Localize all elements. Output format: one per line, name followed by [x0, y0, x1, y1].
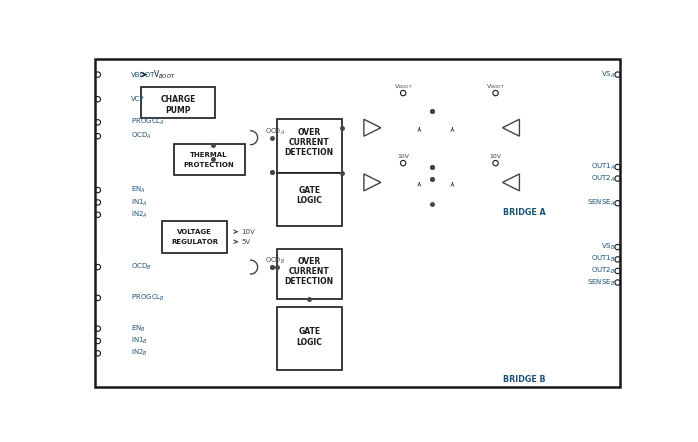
Bar	[277, 173, 341, 225]
Text: GATE: GATE	[298, 186, 320, 194]
Text: EN$_B$: EN$_B$	[131, 324, 145, 334]
Text: CURRENT: CURRENT	[289, 138, 329, 147]
Text: OCD$_B$: OCD$_B$	[265, 256, 285, 266]
Text: V$_{BOOT}$: V$_{BOOT}$	[486, 82, 505, 91]
Text: BRIDGE B: BRIDGE B	[503, 375, 545, 384]
Text: SENSE$_A$: SENSE$_A$	[587, 198, 615, 208]
Text: OVER: OVER	[297, 128, 321, 137]
Text: PROTECTION: PROTECTION	[184, 163, 235, 168]
Text: OVER: OVER	[297, 257, 321, 266]
Text: 5V: 5V	[242, 239, 251, 245]
Bar	[272, 64, 613, 218]
Text: 10V: 10V	[397, 154, 409, 159]
Text: PROGCL$_B$: PROGCL$_B$	[131, 293, 165, 303]
Text: V$_{BOOT}$: V$_{BOOT}$	[153, 69, 176, 81]
Bar	[272, 225, 613, 386]
Text: DETECTION: DETECTION	[285, 148, 334, 157]
Text: V$_{BOOT}$: V$_{BOOT}$	[394, 82, 413, 91]
Text: OUT1$_B$: OUT1$_B$	[591, 254, 615, 264]
Text: VBOOT: VBOOT	[131, 72, 155, 78]
Bar	[174, 144, 244, 175]
Bar	[277, 248, 341, 299]
Text: 10V: 10V	[242, 229, 255, 235]
Text: OCD$_A$: OCD$_A$	[265, 126, 284, 137]
Text: OUT2$_A$: OUT2$_A$	[591, 173, 615, 183]
Text: VOLTAGE: VOLTAGE	[177, 229, 212, 235]
Text: IN1$_B$: IN1$_B$	[131, 336, 147, 346]
Text: THERMAL: THERMAL	[191, 152, 228, 158]
Text: EN$_A$: EN$_A$	[131, 185, 145, 195]
Text: OCD$_B$: OCD$_B$	[131, 262, 151, 272]
Text: OUT2$_B$: OUT2$_B$	[591, 266, 615, 276]
Text: PUMP: PUMP	[165, 106, 191, 114]
Text: VS$_A$: VS$_A$	[600, 69, 615, 80]
Text: OCD$_A$: OCD$_A$	[131, 131, 151, 141]
Bar	[277, 119, 341, 173]
Text: BRIDGE A: BRIDGE A	[503, 208, 545, 217]
Text: REGULATOR: REGULATOR	[171, 240, 218, 245]
Text: VS$_B$: VS$_B$	[600, 242, 615, 252]
Text: 10V: 10V	[489, 154, 502, 159]
Text: OUT1$_A$: OUT1$_A$	[591, 162, 615, 172]
Text: GATE: GATE	[298, 327, 320, 336]
Bar	[142, 87, 215, 118]
Text: DETECTION: DETECTION	[285, 277, 334, 286]
Bar	[162, 221, 227, 253]
Text: PROGCL$_A$: PROGCL$_A$	[131, 117, 165, 127]
Text: CURRENT: CURRENT	[289, 267, 329, 276]
Text: SENSE$_B$: SENSE$_B$	[587, 278, 615, 288]
Bar	[277, 307, 341, 370]
Text: IN2$_A$: IN2$_A$	[131, 210, 147, 220]
Text: LOGIC: LOGIC	[296, 196, 322, 206]
Text: VCP: VCP	[131, 96, 144, 102]
Text: IN1$_A$: IN1$_A$	[131, 197, 147, 208]
Text: CHARGE: CHARGE	[161, 95, 196, 104]
Text: LOGIC: LOGIC	[296, 338, 322, 347]
Text: IN2$_B$: IN2$_B$	[131, 348, 147, 358]
